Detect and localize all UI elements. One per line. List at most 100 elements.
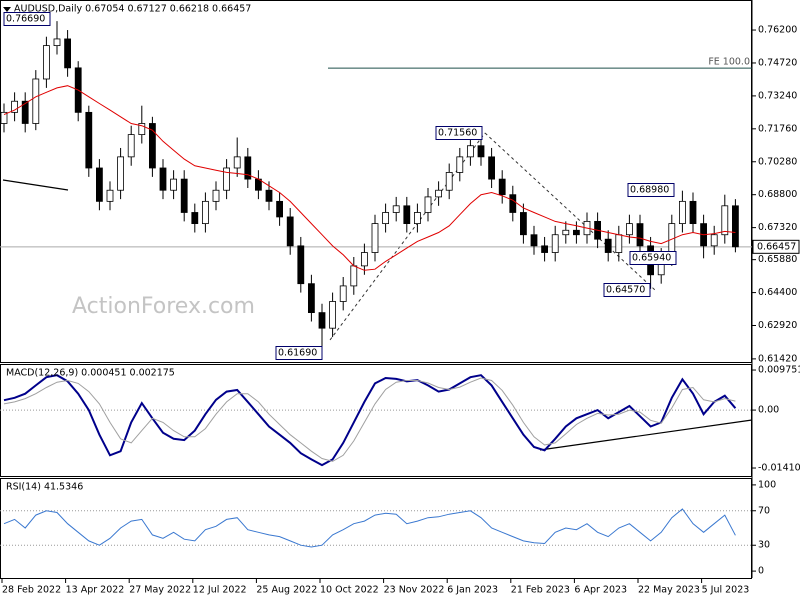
candle-body [488, 156, 496, 180]
panel-title: AUDUSD,Daily 0.67054 0.67127 0.66218 0.6… [14, 4, 251, 15]
candle-body [679, 200, 686, 225]
candle-body [212, 189, 220, 202]
candle-body [106, 189, 114, 202]
y-tick-label: 0.67320 [758, 222, 797, 233]
x-tick-label: 13 Apr 2022 [66, 585, 125, 596]
candle-body [85, 111, 93, 169]
candle-body [520, 212, 527, 236]
x-tick-label: 10 Oct 2022 [320, 585, 379, 596]
candle-body [435, 189, 443, 198]
candle-body [382, 212, 390, 225]
y-tick-label: 0.00 [758, 405, 779, 416]
fe-label: FE 100.0 [708, 57, 750, 68]
current-price-label: 0.66457 [757, 241, 796, 252]
candle-body [424, 196, 432, 213]
x-tick-label: 5 Jul 2023 [702, 585, 750, 596]
price-label-box [629, 251, 677, 265]
y-tick-label: 0.73240 [758, 90, 797, 101]
candle-body [710, 234, 718, 247]
candle-body [148, 123, 156, 169]
candle-body [117, 156, 124, 191]
candle-body [498, 178, 506, 196]
candle-body [360, 252, 368, 267]
candle-body [43, 45, 50, 80]
candle-body [392, 205, 400, 213]
candle-body [551, 234, 559, 253]
candle-body [530, 234, 538, 247]
y-tick-label: 100 [758, 479, 776, 490]
candle-body [233, 156, 241, 169]
candle-body [509, 194, 517, 213]
candle-body [138, 123, 146, 136]
x-tick-label: 6 Jan 2023 [447, 585, 498, 596]
candle-body [339, 285, 347, 302]
y-tick-label: 0.74720 [758, 57, 797, 68]
candle-body [307, 283, 315, 314]
x-tick-label: 27 May 2022 [129, 585, 191, 596]
x-tick-label: 22 May 2023 [638, 585, 700, 596]
x-tick-label: 25 Aug 2022 [256, 585, 317, 596]
candle-body [159, 167, 167, 191]
candle-body [689, 200, 697, 225]
panel-title: RSI(14) 41.5346 [6, 482, 83, 493]
candle-body [0, 111, 8, 124]
macd-line [3, 374, 737, 467]
price-label: 0.64570 [606, 285, 645, 296]
y-tick-label: 0.009751 [758, 365, 800, 376]
candle-body [127, 134, 135, 158]
price-label: 0.71560 [438, 128, 477, 139]
y-tick-label: 0.62920 [758, 320, 797, 331]
candle-body [297, 245, 305, 285]
x-tick-label: 28 Feb 2022 [2, 585, 61, 596]
price-label-box [435, 126, 483, 140]
price-label: 0.65940 [632, 253, 671, 264]
candle-body [626, 223, 633, 236]
candle-body [456, 156, 464, 173]
y-tick-label: -0.014107 [758, 463, 800, 474]
y-tick-label: 0.64400 [758, 287, 797, 298]
price-label: 0.76690 [6, 14, 45, 25]
candle-body [732, 205, 739, 248]
candle-body [265, 189, 273, 202]
candle-body [201, 200, 209, 225]
candle-body [53, 38, 61, 47]
candle-body [615, 234, 623, 253]
candle-body [286, 216, 294, 247]
rsi-line [3, 508, 736, 548]
y-tick-label: 0.70280 [758, 156, 797, 167]
candle-body [318, 312, 326, 329]
candle-body [276, 200, 284, 218]
price-label-box [3, 12, 51, 26]
candle-body [636, 223, 644, 247]
price-label: 0.68980 [630, 185, 669, 196]
candle-body [180, 178, 188, 213]
candle-body [541, 245, 548, 253]
y-tick-label: 0.76200 [758, 25, 797, 36]
price-label-box [627, 183, 675, 197]
candle-body [413, 212, 421, 225]
y-tick-label: 70 [758, 505, 770, 516]
current-price-box [752, 239, 800, 254]
candle-body [170, 178, 178, 191]
candle-body [477, 145, 485, 158]
x-tick-label: 6 Apr 2023 [574, 585, 627, 596]
candle-body [721, 205, 729, 236]
candle-body [562, 229, 570, 236]
x-tick-label: 21 Feb 2023 [511, 585, 570, 596]
y-tick-label: 0 [758, 566, 764, 577]
candle-body [573, 229, 580, 236]
candle-body [96, 167, 103, 202]
candle-body [350, 265, 358, 287]
candle-body [223, 167, 231, 191]
candle-body [329, 301, 337, 329]
candle-body [64, 38, 71, 69]
candle-body [21, 100, 29, 124]
dropdown-icon[interactable] [3, 7, 11, 12]
moving-average [3, 85, 736, 271]
trendline [2, 179, 69, 191]
price-label-box [275, 346, 323, 360]
y-tick-label: 0.65880 [758, 254, 797, 265]
watermark: ActionForex.com [72, 294, 255, 319]
